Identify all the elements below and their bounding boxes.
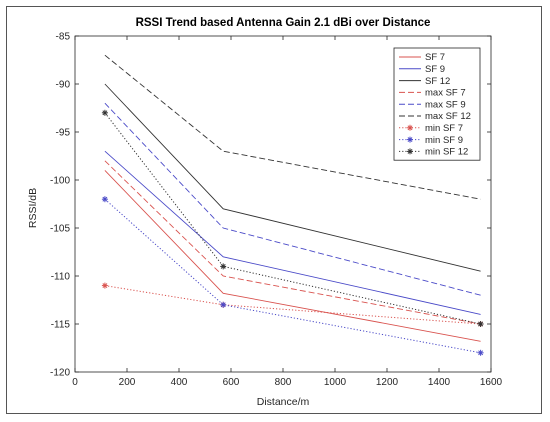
y-axis-label: RSSI/dB: [27, 188, 39, 228]
legend-label-min-sf-9: min SF 9: [425, 135, 463, 146]
marker-min-sf-9-2-d2: [478, 350, 484, 356]
legend-label-min-sf-12: min SF 12: [425, 147, 468, 158]
marker-min-sf-9-1-d2: [220, 302, 226, 308]
legend-marker-min-sf-7: [407, 124, 413, 131]
marker-min-sf-7-0: [101, 282, 108, 289]
legend-label-sf-9: SF 9: [425, 64, 445, 75]
x-tick-label-1: 200: [119, 377, 136, 388]
legend-marker-min-sf-9: [407, 136, 413, 143]
legend-label-min-sf-7: min SF 7: [425, 123, 463, 134]
y-tick-label-0: -120: [50, 368, 70, 379]
series-line-max-sf-12: [104, 54, 481, 200]
x-tick-label-8: 1600: [480, 377, 503, 388]
y-tick-label-5: -95: [56, 128, 71, 139]
x-tick-label-4: 800: [275, 377, 292, 388]
series-line-max-sf-7: [104, 160, 481, 325]
marker-min-sf-12-1-d2: [220, 263, 226, 269]
y-tick-label-6: -90: [56, 80, 71, 91]
marker-min-sf-9-0-d2: [102, 196, 108, 202]
legend-label-sf-12: SF 12: [425, 76, 450, 87]
marker-min-sf-12-0: [101, 109, 108, 116]
marker-min-sf-12-2: [477, 321, 484, 327]
legend-label-max-sf-9: max SF 9: [425, 99, 466, 110]
x-tick-label-3: 600: [223, 377, 240, 388]
y-tick-label-3: -105: [50, 224, 70, 235]
tick-layer: 0 200 400 600 800 1000 1200 1400 1600 -120 -115 -11…: [50, 32, 503, 389]
chart-title: RSSI Trend based Antenna Gain 2.1 dBi ov…: [136, 17, 431, 29]
marker-min-sf-12-1: [220, 263, 227, 270]
x-tick-label-5: 1000: [324, 377, 347, 388]
marker-min-sf-9-0: [101, 196, 108, 203]
series-line-min-sf-9: [104, 198, 481, 354]
legend-marker-min-sf-7-d2: [407, 125, 413, 131]
x-axis-label: Distance/m: [257, 396, 310, 408]
legend-label-max-sf-7: max SF 7: [425, 88, 466, 99]
x-tick-label-6: 1200: [376, 377, 399, 388]
x-tick-label-7: 1400: [428, 377, 451, 388]
y-tick-label-1: -115: [51, 320, 71, 331]
legend-marker-min-sf-12: [407, 148, 413, 155]
series-line-max-sf-9: [104, 102, 481, 296]
x-tick-label-0: 0: [72, 377, 78, 388]
marker-min-sf-12-0-d2: [102, 110, 108, 116]
marker-min-sf-7-0-d2: [102, 283, 108, 289]
legend-label-sf-7: SF 7: [425, 52, 445, 63]
series-layer: [101, 54, 484, 356]
series-line-min-sf-12: [104, 112, 481, 325]
legend-marker-min-sf-9-d2: [407, 137, 413, 143]
series-line-sf-9: [104, 150, 481, 315]
series-line-sf-12: [104, 83, 481, 272]
marker-min-sf-12-2-d2: [478, 321, 484, 327]
legend-marker-min-sf-12-d2: [407, 148, 413, 154]
marker-min-sf-9-1: [220, 301, 227, 308]
y-tick-label-2: -110: [51, 272, 71, 283]
x-tick-label-2: 400: [171, 377, 188, 388]
legend-label-max-sf-12: max SF 12: [425, 111, 471, 122]
y-tick-label-7: -85: [56, 32, 71, 43]
series-line-sf-7: [104, 170, 481, 342]
marker-min-sf-9-2: [477, 349, 484, 356]
y-tick-label-4: -100: [50, 176, 70, 187]
series-line-min-sf-7: [104, 285, 481, 325]
